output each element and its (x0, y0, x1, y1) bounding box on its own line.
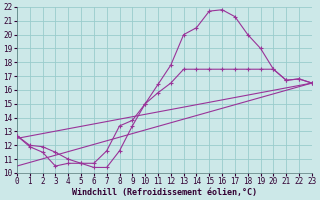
X-axis label: Windchill (Refroidissement éolien,°C): Windchill (Refroidissement éolien,°C) (72, 188, 257, 197)
